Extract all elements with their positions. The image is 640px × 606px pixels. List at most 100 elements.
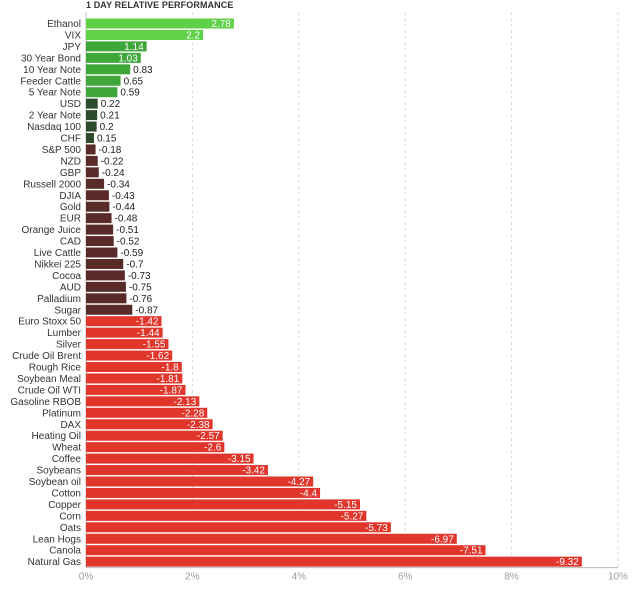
bar (86, 87, 118, 98)
category-label: Nasdaq 100 (27, 122, 81, 133)
bar (86, 487, 321, 498)
category-label: 5 Year Note (29, 88, 82, 99)
value-label: -4.27 (287, 477, 310, 488)
category-label: GBP (60, 168, 81, 179)
value-label: -0.48 (115, 214, 138, 225)
bar (86, 396, 200, 407)
category-label: Rough Rice (29, 363, 82, 374)
category-label: USD (60, 99, 81, 110)
category-label: VIX (65, 30, 81, 41)
category-label: Soybeans (37, 466, 81, 477)
bar (86, 522, 391, 533)
bar (86, 18, 234, 29)
value-label: 0.2 (100, 122, 114, 133)
category-label: Soybean oil (29, 477, 81, 488)
value-label: -7.51 (460, 546, 483, 557)
category-label: Gasoline RBOB (10, 397, 81, 408)
value-label: -0.75 (129, 282, 152, 293)
category-label: Russell 2000 (23, 179, 81, 190)
bar (86, 350, 173, 361)
value-label: -1.42 (136, 317, 159, 328)
bar (86, 304, 133, 315)
category-label: Corn (59, 511, 81, 522)
value-label: 0.15 (97, 134, 117, 145)
bar (86, 293, 127, 304)
value-label: 0.59 (120, 88, 140, 99)
category-label: CAD (60, 237, 81, 248)
value-label: -0.43 (112, 191, 135, 202)
x-tick-label: 4% (292, 572, 307, 583)
value-label: -3.42 (242, 466, 265, 477)
value-label: -0.34 (107, 179, 130, 190)
category-label: Heating Oil (32, 431, 81, 442)
bar (86, 110, 98, 121)
category-label: Feeder Cattle (20, 76, 81, 87)
value-label: -9.32 (556, 557, 579, 568)
category-label: 30 Year Bond (21, 53, 81, 64)
chart-title: 1 DAY RELATIVE PERFORMANCE (86, 0, 234, 10)
category-label: EUR (60, 214, 81, 225)
value-label: -0.76 (129, 294, 152, 305)
value-label: 0.22 (101, 99, 121, 110)
bar (86, 201, 110, 212)
bar (86, 75, 121, 86)
category-label: JPY (63, 42, 82, 53)
category-label: Canola (49, 546, 81, 557)
bar (86, 556, 582, 567)
bar (86, 213, 112, 224)
bar (86, 316, 162, 327)
category-label: Oats (60, 523, 81, 534)
category-label: Crude Oil WTI (18, 385, 81, 396)
category-label: Ethanol (47, 19, 81, 30)
category-label: Silver (56, 340, 82, 351)
category-label: Soybean Meal (17, 374, 81, 385)
value-label: -0.24 (102, 168, 125, 179)
value-label: 0.83 (133, 65, 153, 76)
bar (86, 190, 109, 201)
x-tick-label: 10% (608, 572, 628, 583)
bar (86, 133, 94, 143)
category-label: Sugar (54, 305, 81, 316)
bar (86, 64, 131, 75)
category-label: 2 Year Note (29, 111, 82, 122)
bar (86, 52, 141, 63)
bar (86, 236, 114, 247)
category-label: Cotton (52, 488, 81, 499)
bar (86, 384, 186, 395)
bar (86, 419, 213, 430)
x-axis-ticks: 0% 2% 4% 6% 8% 10% (79, 572, 628, 583)
bar (86, 442, 225, 453)
value-label: -1.87 (160, 385, 183, 396)
bar (86, 453, 254, 464)
value-label: -0.44 (112, 202, 135, 213)
bar (86, 155, 98, 166)
category-label: AUD (60, 282, 81, 293)
bar (86, 270, 125, 281)
value-label: -2.13 (174, 397, 197, 408)
bar (86, 327, 163, 338)
bar (86, 465, 268, 476)
value-label: 0.65 (124, 76, 144, 87)
value-label: -2.28 (181, 408, 204, 419)
category-label: Lumber (47, 328, 82, 339)
category-label: Orange Juice (22, 225, 82, 236)
bar (86, 545, 486, 556)
bar (86, 533, 457, 544)
x-tick-label: 2% (185, 572, 200, 583)
category-label: DJIA (59, 191, 81, 202)
category-label: Nikkei 225 (34, 259, 81, 270)
bar (86, 373, 183, 384)
value-label: -5.27 (341, 511, 364, 522)
value-label: -1.44 (137, 328, 160, 339)
category-label: NZD (60, 156, 81, 167)
value-label: -1.62 (146, 351, 169, 362)
category-label: Coffee (52, 454, 82, 465)
labels: Ethanol 2.78 VIX 2.2 JPY 1.14 30 Year Bond 1.03… (10, 19, 579, 568)
category-label: Cocoa (52, 271, 81, 282)
category-label: Palladium (37, 294, 81, 305)
value-label: -1.81 (156, 374, 179, 385)
value-label: -0.18 (99, 145, 122, 156)
value-label: -0.59 (120, 248, 143, 259)
bar (86, 339, 169, 350)
